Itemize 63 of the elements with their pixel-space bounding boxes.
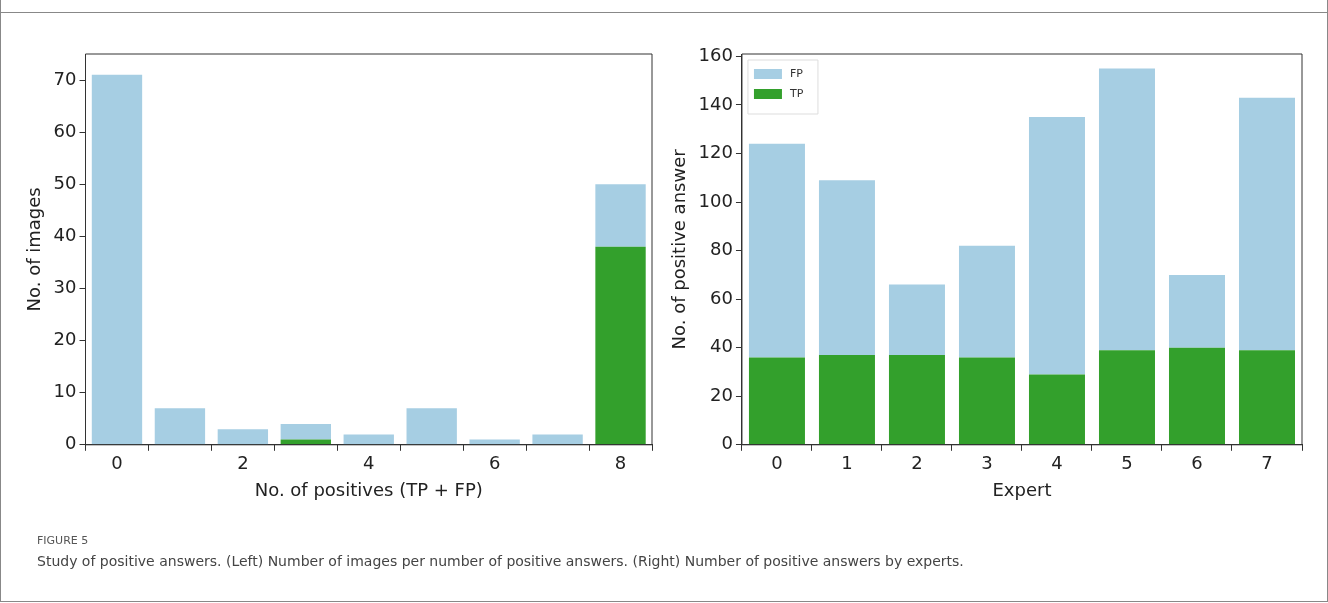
y-axis-title: No. of positive answer bbox=[668, 148, 690, 350]
y-tick-label: 100 bbox=[698, 189, 733, 211]
text: Study of positive answers. (Left) Number of images per number of positive answers. (Right) Number of positive answers by experts. bbox=[37, 553, 965, 569]
bar bbox=[888, 284, 945, 355]
x-tick-label: 6 bbox=[488, 452, 501, 474]
bar bbox=[1028, 374, 1085, 445]
y-tick-label: 160 bbox=[698, 44, 733, 66]
legend-label: FP bbox=[789, 66, 804, 80]
x-tick-label: 6 bbox=[1191, 452, 1203, 474]
bar bbox=[217, 429, 269, 445]
x-axis-title: No. of positives (TP + FP) bbox=[254, 478, 483, 500]
y-tick-label: 60 bbox=[710, 286, 733, 308]
legend-label: TP bbox=[788, 86, 804, 100]
bar bbox=[818, 354, 875, 445]
x-tick-label: 8 bbox=[614, 452, 627, 474]
y-tick-label: 40 bbox=[710, 335, 733, 357]
bar bbox=[958, 357, 1015, 445]
bar bbox=[1238, 97, 1295, 351]
y-tick-label: 70 bbox=[53, 67, 77, 89]
bar bbox=[154, 408, 206, 445]
y-tick-label: 10 bbox=[53, 380, 77, 402]
bar bbox=[280, 423, 331, 440]
y-tick-label: 20 bbox=[710, 383, 733, 405]
bar bbox=[1168, 274, 1225, 348]
bar bbox=[1098, 68, 1155, 351]
bar bbox=[888, 354, 945, 445]
y-tick-label: 30 bbox=[53, 276, 77, 298]
bar bbox=[958, 245, 1015, 358]
bar bbox=[818, 180, 875, 355]
y-tick-label: 40 bbox=[53, 224, 77, 246]
bar bbox=[91, 74, 143, 445]
y-tick-label: 0 bbox=[65, 432, 77, 454]
bar bbox=[748, 357, 805, 445]
bar bbox=[1028, 117, 1085, 375]
x-tick-label: 2 bbox=[237, 452, 249, 474]
bar bbox=[1238, 350, 1295, 445]
bar bbox=[595, 184, 646, 247]
x-tick-label: 0 bbox=[771, 452, 783, 474]
bar bbox=[532, 434, 583, 445]
bar bbox=[343, 434, 394, 445]
caption: FIGURE 5 bbox=[37, 534, 90, 547]
x-tick-label: 5 bbox=[1121, 452, 1133, 474]
y-axis-title: No. of images bbox=[23, 187, 45, 312]
bar bbox=[1168, 347, 1225, 445]
bar bbox=[1098, 350, 1155, 445]
y-tick-label: 120 bbox=[698, 141, 733, 163]
y-tick-label: 80 bbox=[710, 238, 733, 260]
x-tick-label: 4 bbox=[363, 452, 375, 474]
x-tick-label: 1 bbox=[841, 452, 853, 474]
bar bbox=[748, 143, 805, 358]
y-tick-label: 140 bbox=[698, 92, 733, 114]
y-tick-label: 60 bbox=[53, 119, 77, 141]
x-tick-label: 7 bbox=[1261, 452, 1273, 474]
y-tick-label: 50 bbox=[53, 171, 77, 193]
x-tick-label: 2 bbox=[911, 452, 923, 474]
x-tick-label: 4 bbox=[1051, 452, 1063, 474]
x-tick-label: 3 bbox=[981, 452, 993, 474]
y-tick-label: 0 bbox=[721, 432, 733, 454]
x-tick-label: 0 bbox=[111, 452, 123, 474]
x-axis-title: Expert bbox=[992, 478, 1052, 500]
y-tick-label: 20 bbox=[53, 328, 77, 350]
bar bbox=[595, 246, 646, 445]
bar bbox=[406, 408, 457, 445]
